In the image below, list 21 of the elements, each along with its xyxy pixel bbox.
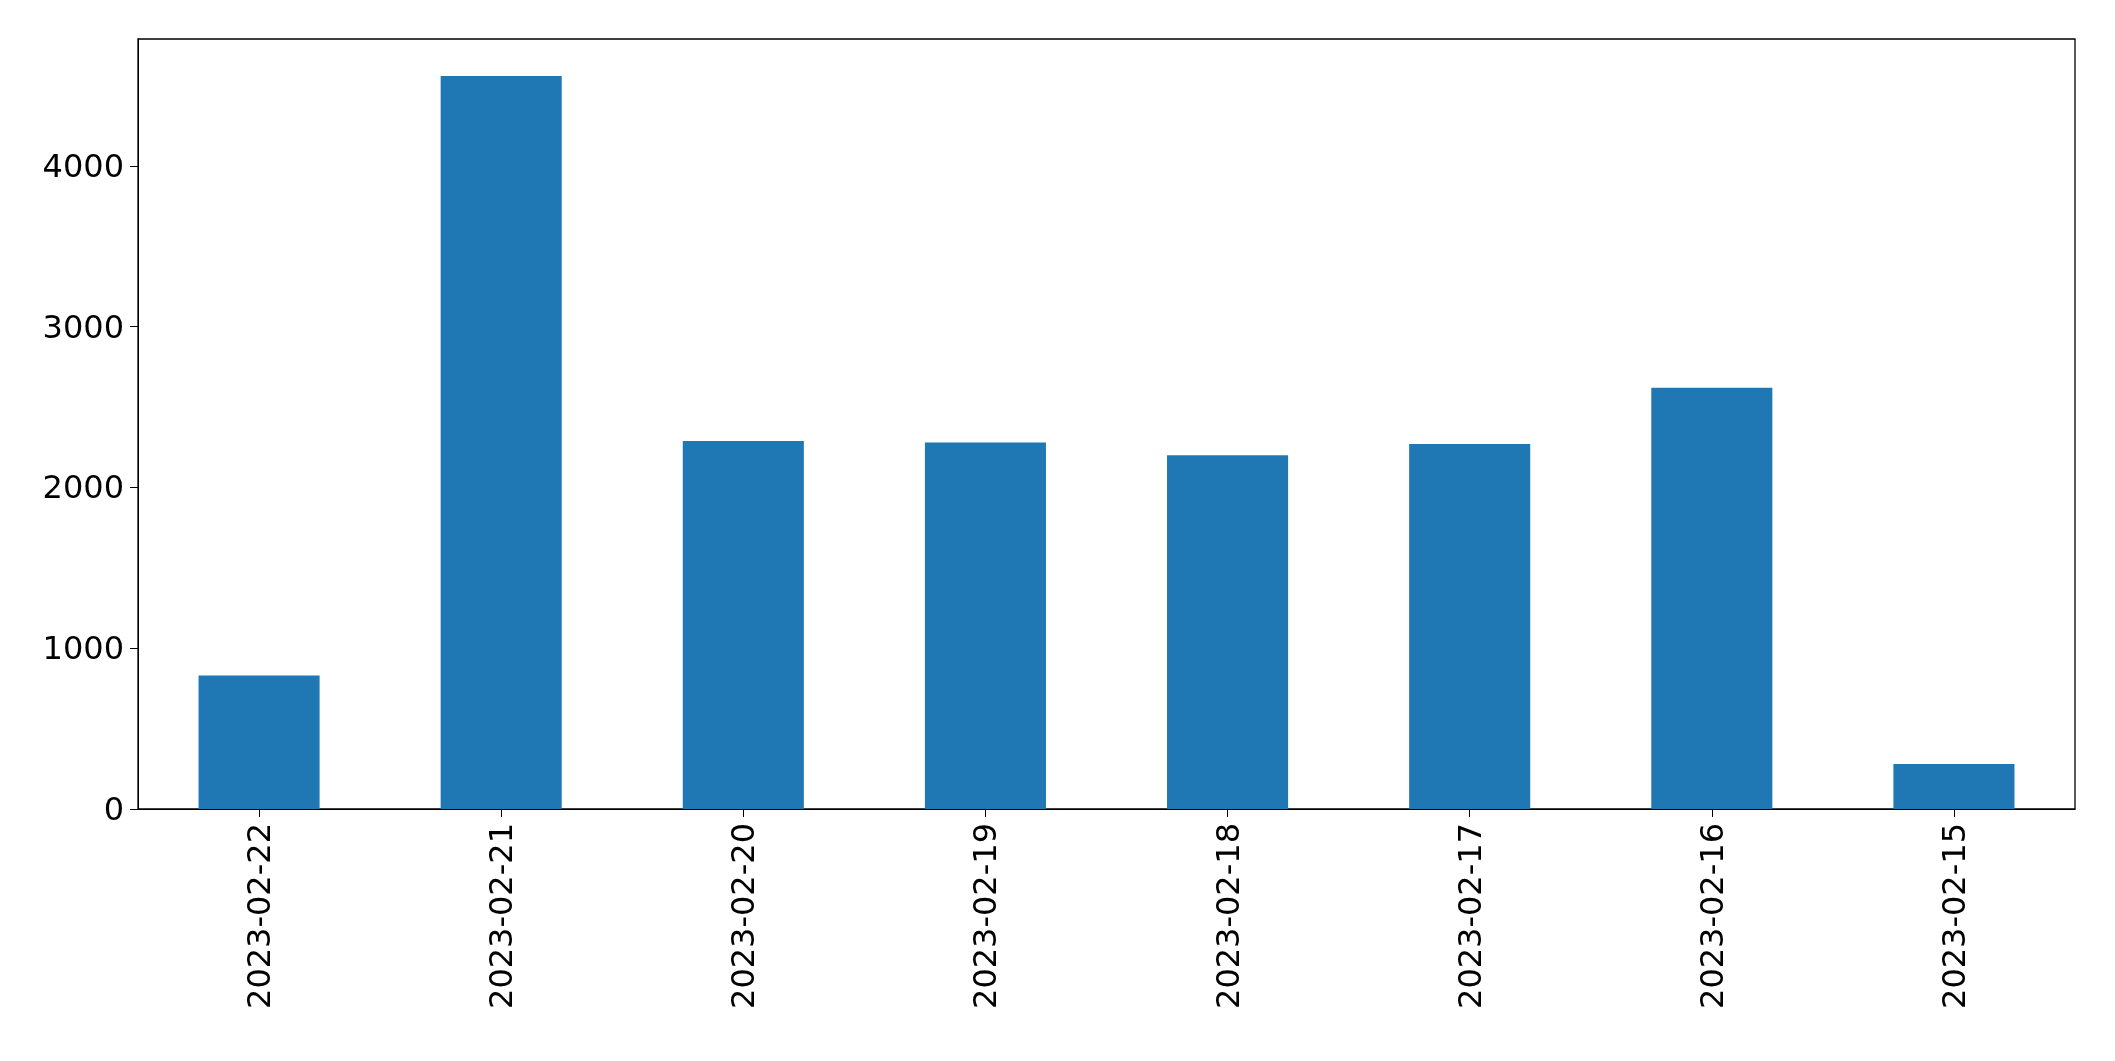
- x-tick-label: 2023-02-22: [240, 823, 279, 1009]
- bar: [440, 75, 562, 809]
- y-tick-label: 3000: [42, 307, 124, 346]
- bar: [682, 440, 804, 809]
- x-tick-label: 2023-02-18: [1208, 823, 1247, 1009]
- bar: [1651, 387, 1773, 809]
- bar: [924, 442, 1046, 809]
- bar: [1167, 455, 1289, 809]
- y-tick-label: 0: [103, 790, 124, 828]
- y-tick-label: 4000: [42, 146, 124, 185]
- x-tick-label: 2023-02-20: [724, 823, 763, 1009]
- bar: [1409, 444, 1531, 809]
- x-tick-label: 2023-02-15: [1934, 823, 1973, 1009]
- x-tick-label: 2023-02-16: [1692, 823, 1731, 1009]
- x-tick-label: 2023-02-21: [482, 823, 521, 1009]
- x-tick-label: 2023-02-19: [966, 823, 1005, 1009]
- y-tick-label: 2000: [42, 468, 124, 507]
- x-tick-label: 2023-02-17: [1450, 823, 1489, 1009]
- bar: [198, 675, 320, 809]
- bar: [1893, 763, 2015, 809]
- y-tick-label: 1000: [42, 629, 124, 668]
